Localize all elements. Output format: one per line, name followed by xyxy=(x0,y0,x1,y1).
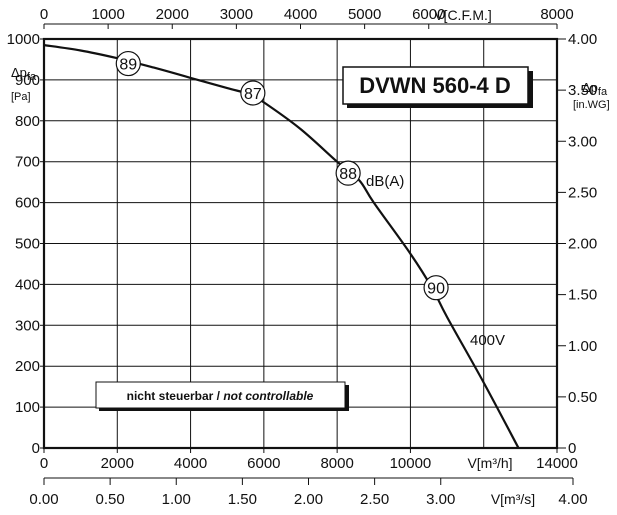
x-bottom-unit: V[m³/h] xyxy=(467,455,512,471)
x-top-tick-label: 4000 xyxy=(284,6,317,23)
series-label-400v: 400V xyxy=(470,332,505,349)
y-right-tick-label: 3.50 xyxy=(568,82,597,99)
axis-layer: 0100200300400500600700800900100000.501.0… xyxy=(7,6,598,508)
y-left-tick-label: 500 xyxy=(15,236,40,253)
x-top-tick-label: 0 xyxy=(40,6,48,23)
y-left-tick-label: 900 xyxy=(15,72,40,89)
y-left-tick-label: 0 xyxy=(32,440,40,457)
x-top-unit: V[C.F.M.] xyxy=(434,7,492,23)
y-right-tick-label: 0 xyxy=(568,440,576,457)
y-right-unit: [in.WG] xyxy=(573,99,610,111)
y-left-subscript: fa xyxy=(27,71,37,83)
x-top-tick-label: 2000 xyxy=(156,6,189,23)
x-bottom2-tick-label: 0.00 xyxy=(29,491,58,508)
control-note: nicht steuerbar / not controllable xyxy=(127,389,314,403)
x-bottom2-tick-label: 0.50 xyxy=(96,491,125,508)
control-note-box: nicht steuerbar / not controllable xyxy=(95,381,349,411)
y-left-tick-label: 700 xyxy=(15,154,40,171)
y-left-tick-label: 100 xyxy=(15,399,40,416)
x-bottom-tick-label: 6000 xyxy=(247,455,280,472)
db-marker-90: 90 xyxy=(423,275,449,301)
db-marker-circle xyxy=(335,160,361,186)
db-marker-circle xyxy=(240,80,266,106)
x-bottom-tick-label: 14000 xyxy=(536,455,578,472)
x-top-tick-label: 1000 xyxy=(91,6,124,23)
x-bottom2-tick-label: 4.00 xyxy=(558,491,587,508)
y-left-unit: [Pa] xyxy=(11,91,31,103)
y-left-tick-label: 800 xyxy=(15,113,40,130)
x-bottom2-tick-label: 1.50 xyxy=(228,491,257,508)
x-bottom2-tick-label: 2.50 xyxy=(360,491,389,508)
x-bottom-tick-label: 4000 xyxy=(174,455,207,472)
marker-unit-label: dB(A) xyxy=(366,173,404,190)
x-bottom2-tick-label: 1.00 xyxy=(162,491,191,508)
x-bottom-tick-label: 0 xyxy=(40,455,48,472)
db-marker-label: 88 xyxy=(339,166,357,183)
series-line-400v xyxy=(43,44,520,449)
y-right-tick-label: 3.00 xyxy=(568,133,597,150)
db-marker-89: 89 xyxy=(115,50,141,77)
model-title: DVWN 560-4 D xyxy=(359,73,511,98)
control-note-en: not controllable xyxy=(223,389,313,403)
x-bottom2-unit: V[m³/s] xyxy=(491,491,535,507)
y-right-tick-label: 4.00 xyxy=(568,31,597,48)
db-marker-label: 87 xyxy=(244,86,262,103)
y-left-symbol: Δp xyxy=(11,65,27,80)
y-left-tick-label: 400 xyxy=(15,276,40,293)
y-left-axis-label: Δpfa xyxy=(11,65,37,83)
y-right-symbol: Δp xyxy=(582,80,598,95)
x-bottom-tick-label: 8000 xyxy=(320,455,353,472)
db-marker-88: 88 xyxy=(335,160,361,186)
model-title-box: DVWN 560-4 D xyxy=(342,66,533,108)
x-top-tick-label: 6000 xyxy=(412,6,445,23)
x-top-tick-label: 3000 xyxy=(220,6,253,23)
db-marker-circle xyxy=(423,275,449,301)
control-note-de: nicht steuerbar / xyxy=(127,389,224,403)
x-bottom2-tick-label: 2.00 xyxy=(294,491,323,508)
x-bottom-tick-label: 10000 xyxy=(390,455,432,472)
y-right-axis-label: Δpfa xyxy=(582,80,608,98)
y-right-tick-label: 2.50 xyxy=(568,184,597,201)
db-marker-label: 90 xyxy=(427,281,445,298)
x-bottom2-tick-label: 3.00 xyxy=(426,491,455,508)
y-left-tick-label: 200 xyxy=(15,358,40,375)
y-left-tick-label: 1000 xyxy=(7,31,40,48)
y-right-tick-label: 0.50 xyxy=(568,389,597,406)
y-right-tick-label: 1.50 xyxy=(568,287,597,304)
db-marker-label: 89 xyxy=(119,57,137,74)
y-left-tick-label: 300 xyxy=(15,317,40,334)
x-bottom-tick-label: 2000 xyxy=(101,455,134,472)
db-marker-circle xyxy=(115,50,141,77)
x-top-tick-label: 5000 xyxy=(348,6,381,23)
x-top-tick-label: 8000 xyxy=(540,6,573,23)
curve-layer xyxy=(43,44,520,449)
y-right-tick-label: 2.00 xyxy=(568,236,597,253)
y-right-tick-label: 1.00 xyxy=(568,338,597,355)
db-marker-layer: 89 87 88 90 xyxy=(115,50,449,301)
y-left-tick-label: 600 xyxy=(15,195,40,212)
db-marker-87: 87 xyxy=(240,80,266,106)
y-right-subscript: fa xyxy=(598,86,608,98)
